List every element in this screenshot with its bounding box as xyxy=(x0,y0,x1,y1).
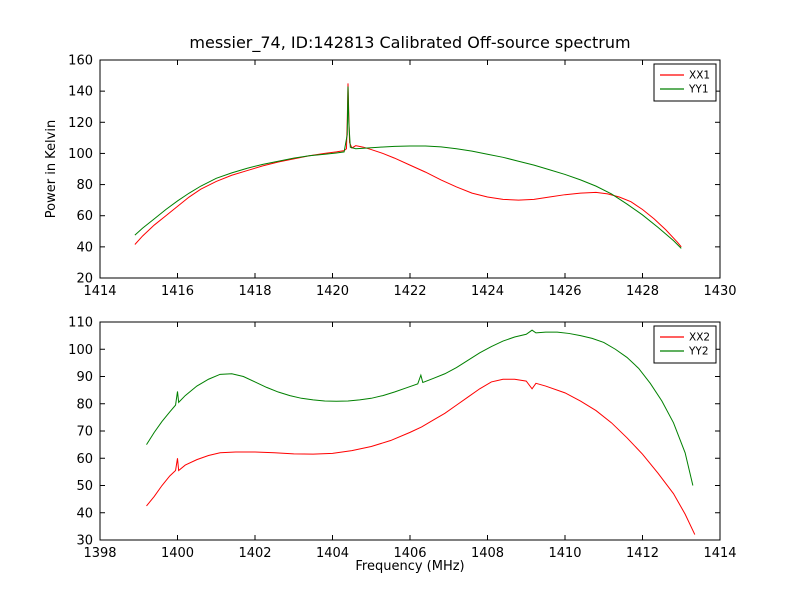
y-tick-label: 60 xyxy=(76,209,93,224)
y-tick-label: 60 xyxy=(76,452,93,467)
x-tick-label: 1424 xyxy=(471,284,504,299)
x-tick-label: 1428 xyxy=(626,284,659,299)
legend-label-yy1: YY1 xyxy=(688,84,709,96)
y-tick-label: 40 xyxy=(76,506,93,521)
y-tick-label: 100 xyxy=(68,343,93,358)
series-line-yy1 xyxy=(134,86,682,249)
legend-box xyxy=(653,63,717,102)
series-line-yy2 xyxy=(146,329,694,486)
figure-title: messier_74, ID:142813 Calibrated Off-sou… xyxy=(189,33,630,53)
x-tick-label: 1402 xyxy=(238,546,271,561)
y-tick-label: 160 xyxy=(68,54,93,69)
y-tick-label: 50 xyxy=(76,479,93,494)
y-tick-label: 80 xyxy=(76,397,93,412)
x-tick-label: 1400 xyxy=(161,546,194,561)
legend-label-yy2: YY2 xyxy=(688,346,709,358)
y-tick-label: 40 xyxy=(76,240,93,255)
y-tick-label: 30 xyxy=(76,534,93,549)
series-line-xx1 xyxy=(134,83,682,248)
y-axis-label-top: Power in Kelvin xyxy=(44,120,59,218)
y-tick-label: 90 xyxy=(76,370,93,385)
axes-frame xyxy=(99,321,721,541)
x-tick-label: 1422 xyxy=(393,284,426,299)
y-tick-label: 100 xyxy=(68,147,93,162)
y-tick-label: 140 xyxy=(68,85,93,100)
x-tick-label: 1408 xyxy=(471,546,504,561)
legend-box xyxy=(653,325,717,364)
legend-label-xx1: XX1 xyxy=(689,70,710,82)
legend-label-xx2: XX2 xyxy=(689,332,710,344)
x-tick-label: 1418 xyxy=(238,284,271,299)
x-tick-label: 1430 xyxy=(703,284,736,299)
x-tick-label: 1404 xyxy=(316,546,349,561)
x-tick-label: 1414 xyxy=(83,284,116,299)
x-tick-label: 1398 xyxy=(83,546,116,561)
x-tick-label: 1420 xyxy=(316,284,349,299)
y-tick-label: 70 xyxy=(76,425,93,440)
y-tick-label: 20 xyxy=(76,272,93,287)
x-tick-label: 1406 xyxy=(393,546,426,561)
series-line-xx2 xyxy=(146,378,696,535)
axes-frame xyxy=(99,59,721,279)
x-tick-label: 1412 xyxy=(626,546,659,561)
x-tick-label: 1414 xyxy=(703,546,736,561)
x-tick-label: 1410 xyxy=(548,546,581,561)
y-tick-label: 120 xyxy=(68,116,93,131)
x-tick-label: 1426 xyxy=(548,284,581,299)
y-tick-label: 110 xyxy=(68,316,93,331)
axes-bottom: 1398 1400 1402 1404 1406 1408 1410 1412 1414 30 40… xyxy=(68,316,736,562)
y-tick-label: 80 xyxy=(76,178,93,193)
x-axis-label-bottom: Frequency (MHz) xyxy=(355,559,464,574)
x-tick-label: 1416 xyxy=(161,284,194,299)
axes-top: 1414 1416 1418 1420 1422 1424 1426 1428 1430 20 40… xyxy=(68,54,736,300)
